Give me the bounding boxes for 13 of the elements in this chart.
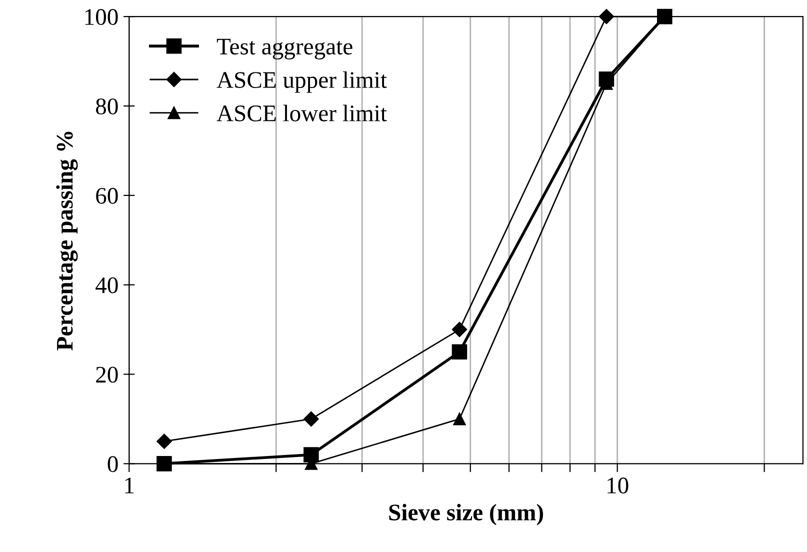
y-tick-label: 40	[96, 277, 118, 294]
y-tick-label: 60	[96, 188, 118, 204]
legend-label: Test aggregate	[216, 38, 352, 60]
legend-label: ASCE upper limit	[216, 71, 387, 93]
legend-label: ASCE lower limit	[216, 104, 387, 122]
y-tick-label: 80	[96, 98, 118, 114]
x-axis-title: Sieve size (mm)	[389, 504, 544, 526]
y-tick-label: 0	[108, 456, 118, 472]
y-axis-title: Percentage passing %	[56, 132, 78, 350]
x-tick-label: 1	[125, 478, 134, 494]
y-tick-label: 20	[96, 366, 118, 383]
x-tick-label: 10	[608, 478, 628, 494]
y-tick-label: 100	[85, 9, 118, 25]
